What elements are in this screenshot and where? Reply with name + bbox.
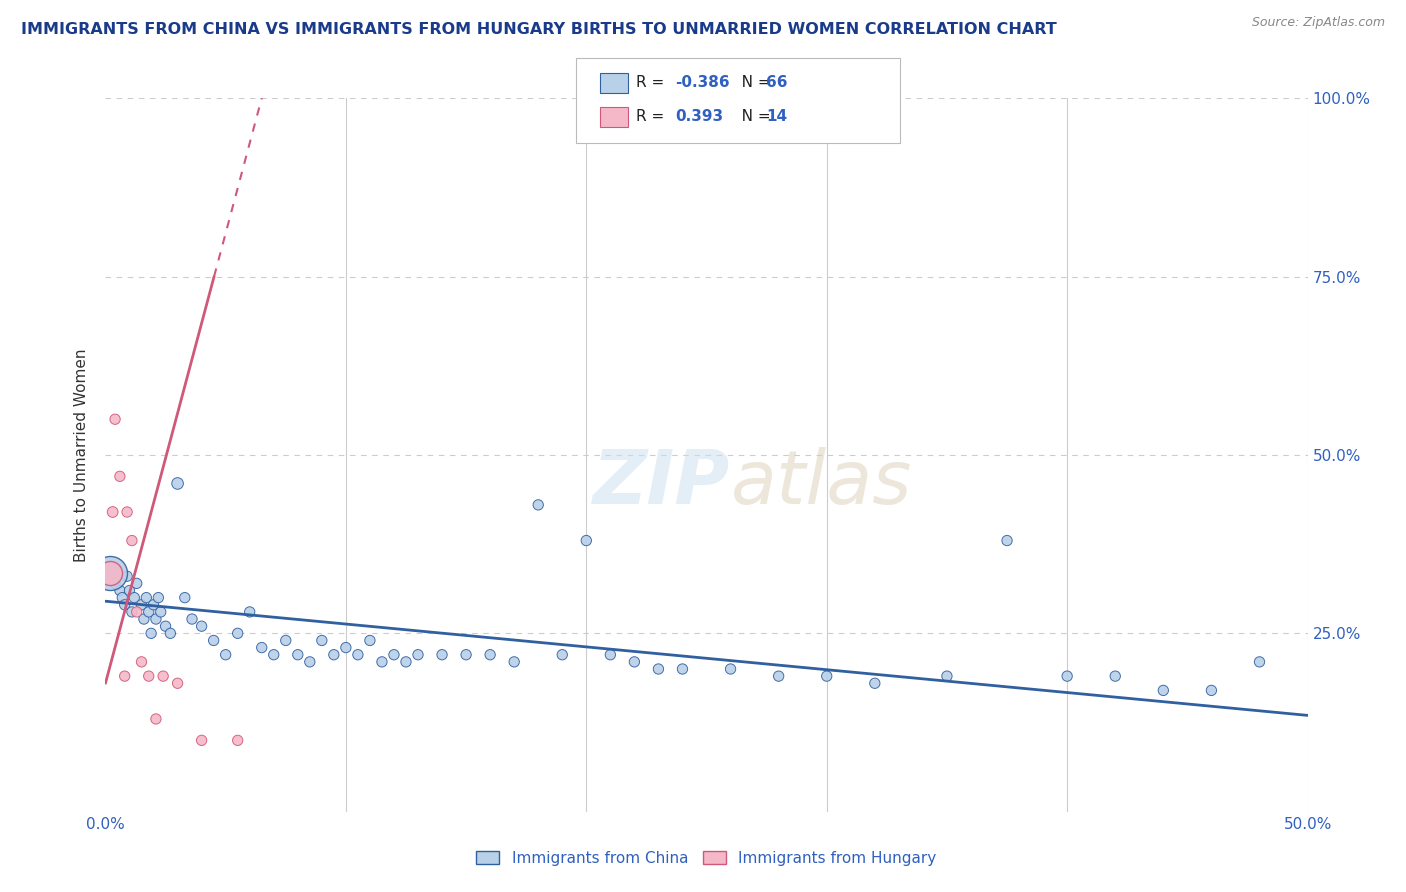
Point — [395, 655, 418, 669]
Point — [226, 733, 249, 747]
Point — [108, 583, 131, 598]
Point — [995, 533, 1018, 548]
Text: N =: N = — [727, 76, 775, 90]
Point — [274, 633, 297, 648]
Point — [125, 576, 148, 591]
Point — [166, 476, 188, 491]
Point — [148, 591, 170, 605]
Point — [155, 619, 177, 633]
Point — [311, 633, 333, 648]
Point — [1249, 655, 1271, 669]
Point — [108, 469, 131, 483]
Point — [430, 648, 453, 662]
Point — [104, 576, 127, 591]
Point — [131, 655, 153, 669]
Point — [214, 648, 236, 662]
Point — [132, 612, 155, 626]
Text: 0.393: 0.393 — [675, 110, 723, 124]
Point — [101, 505, 124, 519]
Point — [159, 626, 181, 640]
Point — [382, 648, 405, 662]
Point — [190, 619, 212, 633]
Point — [118, 583, 141, 598]
Point — [527, 498, 550, 512]
Text: N =: N = — [727, 110, 775, 124]
Point — [647, 662, 669, 676]
Point — [298, 655, 321, 669]
Point — [139, 626, 162, 640]
Point — [815, 669, 838, 683]
Point — [1152, 683, 1174, 698]
Text: R =: R = — [636, 110, 673, 124]
Point — [142, 598, 165, 612]
Point — [173, 591, 195, 605]
Point — [121, 605, 143, 619]
Y-axis label: Births to Unmarried Women: Births to Unmarried Women — [75, 348, 90, 562]
Point — [863, 676, 886, 690]
Point — [145, 612, 167, 626]
Point — [121, 533, 143, 548]
Point — [479, 648, 502, 662]
Text: ZIP: ZIP — [593, 447, 731, 520]
Point — [287, 648, 309, 662]
Point — [138, 669, 160, 683]
Point — [226, 626, 249, 640]
Point — [671, 662, 693, 676]
Point — [768, 669, 790, 683]
Text: IMMIGRANTS FROM CHINA VS IMMIGRANTS FROM HUNGARY BIRTHS TO UNMARRIED WOMEN CORRE: IMMIGRANTS FROM CHINA VS IMMIGRANTS FROM… — [21, 22, 1057, 37]
Point — [1201, 683, 1223, 698]
Point — [1056, 669, 1078, 683]
Point — [166, 676, 188, 690]
Legend: Immigrants from China, Immigrants from Hungary: Immigrants from China, Immigrants from H… — [470, 845, 943, 871]
Point — [111, 591, 134, 605]
Point — [115, 569, 138, 583]
Text: atlas: atlas — [731, 448, 912, 519]
Point — [138, 605, 160, 619]
Point — [454, 648, 477, 662]
Point — [322, 648, 344, 662]
Point — [152, 669, 174, 683]
Point — [190, 733, 212, 747]
Point — [202, 633, 225, 648]
Point — [115, 505, 138, 519]
Point — [936, 669, 959, 683]
Point — [98, 566, 121, 580]
Point — [359, 633, 381, 648]
Point — [104, 412, 127, 426]
Point — [114, 669, 136, 683]
Point — [623, 655, 645, 669]
Point — [371, 655, 394, 669]
Point — [1104, 669, 1126, 683]
Point — [125, 605, 148, 619]
Point — [263, 648, 285, 662]
Point — [181, 612, 204, 626]
Point — [131, 598, 153, 612]
Point — [135, 591, 157, 605]
Text: Source: ZipAtlas.com: Source: ZipAtlas.com — [1251, 16, 1385, 29]
Point — [250, 640, 273, 655]
Text: R =: R = — [636, 76, 669, 90]
Text: -0.386: -0.386 — [675, 76, 730, 90]
Point — [149, 605, 172, 619]
Point — [720, 662, 742, 676]
Point — [124, 591, 146, 605]
Text: 66: 66 — [766, 76, 787, 90]
Point — [98, 566, 121, 580]
Point — [335, 640, 357, 655]
Point — [347, 648, 370, 662]
Point — [114, 598, 136, 612]
Point — [101, 562, 124, 576]
Point — [599, 648, 621, 662]
Point — [551, 648, 574, 662]
Point — [145, 712, 167, 726]
Text: 14: 14 — [766, 110, 787, 124]
Point — [239, 605, 262, 619]
Point — [406, 648, 429, 662]
Point — [503, 655, 526, 669]
Point — [575, 533, 598, 548]
